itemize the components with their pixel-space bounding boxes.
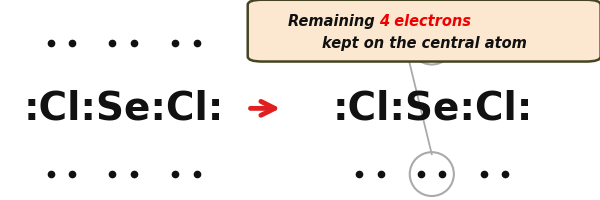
- Text: kept on the central atom: kept on the central atom: [322, 36, 527, 51]
- FancyBboxPatch shape: [248, 0, 600, 62]
- Text: :Cl:Se:Cl:: :Cl:Se:Cl:: [333, 89, 533, 127]
- Text: :Cl:Se:Cl:: :Cl:Se:Cl:: [24, 89, 224, 127]
- Text: 4 electrons: 4 electrons: [379, 14, 472, 29]
- Text: Remaining: Remaining: [289, 14, 380, 29]
